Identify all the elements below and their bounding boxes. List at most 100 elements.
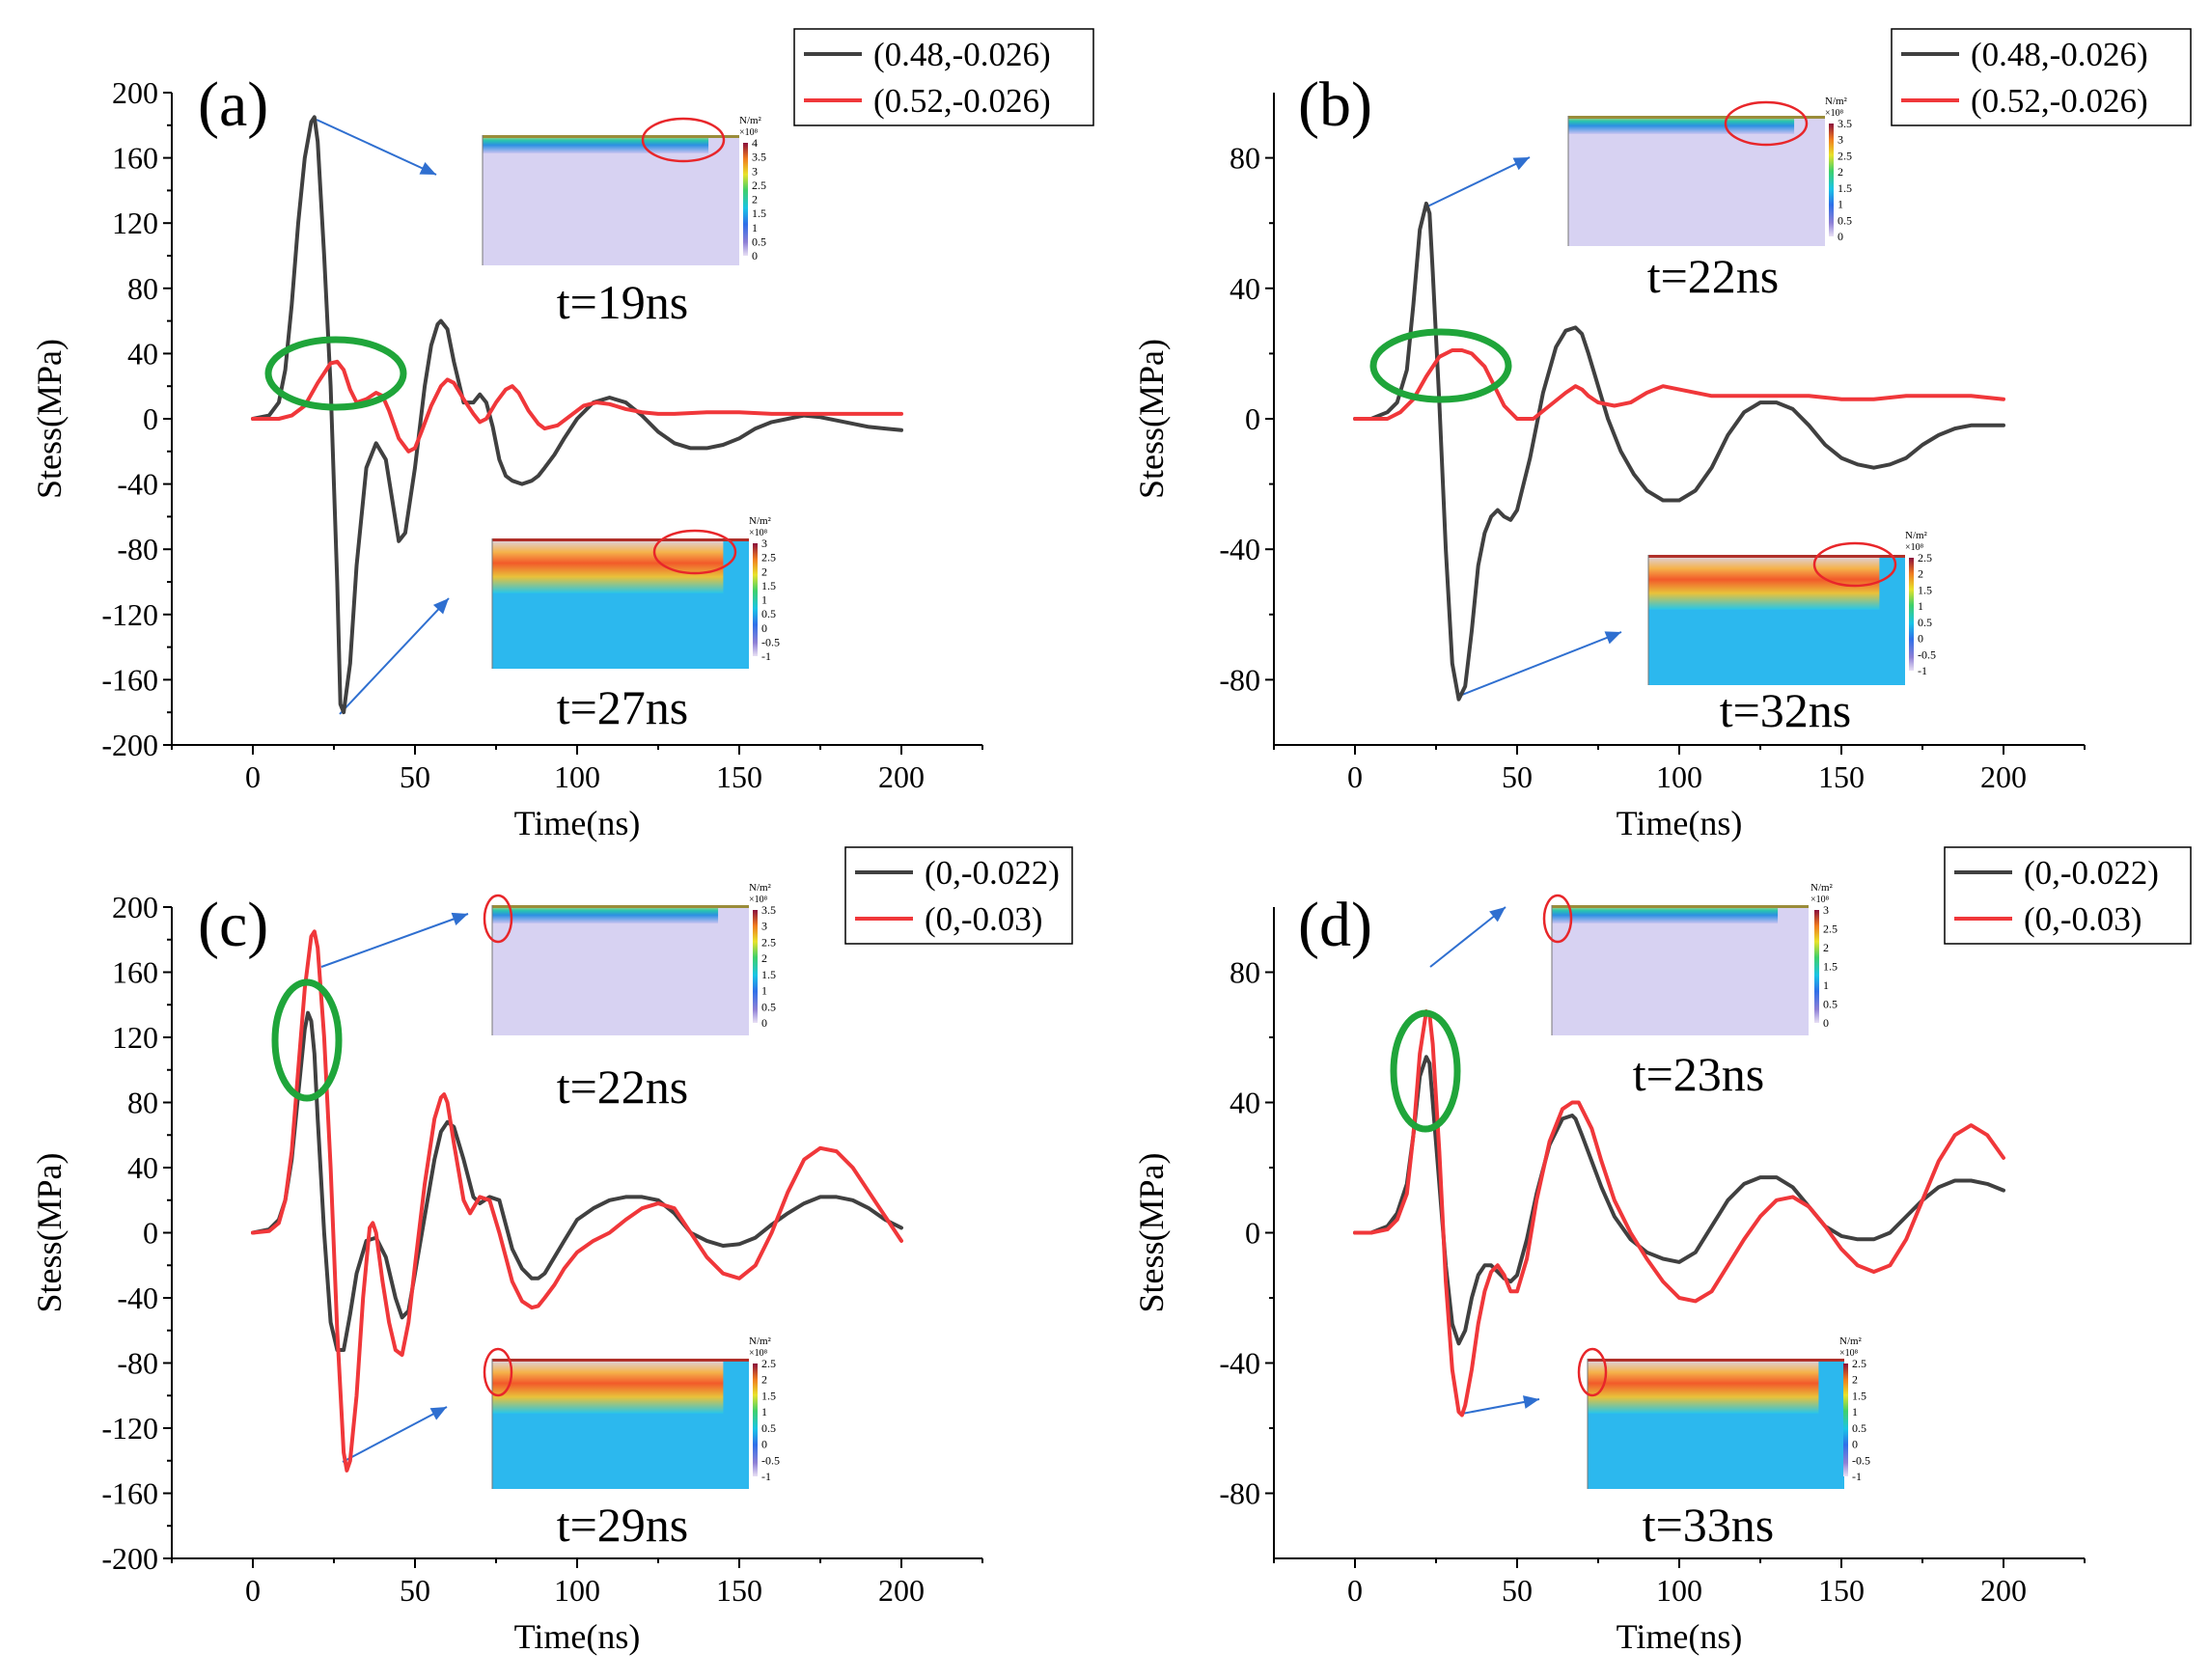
y-tick-label: 40 [1230,1086,1260,1120]
colorbar-tick-label: 2 [1852,1373,1858,1387]
legend-box [793,28,1094,126]
colorbar-tick-label: 1.5 [761,1389,776,1402]
colorbar-unit: N/m² [1810,882,1834,894]
x-tick-label: 100 [554,1573,600,1608]
inset-time-label: t=32ns [1720,683,1852,737]
contour-edge [483,135,739,138]
y-tick-label: 40 [1230,271,1260,306]
y-tick-label: 200 [112,75,158,110]
y-tick-label: -40 [1219,1346,1260,1381]
y-tick-label: -80 [117,1346,158,1381]
colorbar-tick-label: 0 [1918,632,1923,646]
x-tick-label: 150 [1818,1573,1865,1608]
legend-label: (0,-0.03) [925,900,1042,938]
x-tick-label: 0 [1347,1573,1363,1608]
highlight-ellipse [1390,1009,1461,1133]
panel-label: (c) [198,890,268,960]
x-tick-label: 100 [1656,759,1702,794]
x-tick-label: 200 [1980,1573,2027,1608]
highlight-ellipse [264,336,407,411]
y-tick-label: -40 [117,1281,158,1315]
x-tick-label: 50 [1502,759,1533,794]
colorbar-tick-label: 1.5 [1838,181,1852,195]
x-tick-label: 0 [1347,759,1363,794]
series-line-2 [251,929,903,1473]
colorbar-tick-label: 1 [1852,1405,1858,1418]
colorbar-tick-label: 2.5 [761,1357,776,1370]
legend: (0,-0.022) (0,-0.03) [1944,846,2192,945]
colorbar-tick-label: 0.5 [761,1421,776,1435]
inset-time-label: t=22ns [1647,249,1780,303]
pointer-arrow [339,597,450,715]
y-tick-label: 120 [112,1020,158,1055]
pointer-arrowhead [432,598,449,615]
colorbar-unit: N/m² [1825,96,1848,107]
y-axis-title: Stess(MPa) [1132,339,1171,499]
y-tick-label: -80 [1219,662,1260,697]
contour-edge [492,538,749,541]
colorbar-tick-label: 2.5 [1918,551,1932,565]
colorbar-tick-label: 3.5 [761,903,776,917]
contour-field [483,135,739,265]
pointer-arrowhead [419,161,436,175]
y-tick-label: 0 [143,401,158,436]
colorbar-tick-label: 2 [1918,567,1923,581]
x-tick-label: 50 [1502,1573,1533,1608]
x-tick-label: 0 [245,1573,261,1608]
colorbar-tick-label: 3 [761,537,767,550]
colorbar [753,910,758,1023]
inset-time-label: t=33ns [1643,1498,1775,1552]
contour-edge [1552,905,1809,908]
inset-time-label: t=29ns [557,1498,689,1552]
series-line-2 [251,359,903,454]
colorbar-tick-label: -1 [761,1470,771,1483]
colorbar-tick-label: 1.5 [1823,960,1838,974]
contour-edge [1568,116,1825,119]
pointer-arrowhead [451,912,468,926]
legend: (0,-0.022) (0,-0.03) [844,846,1073,945]
y-tick-label: -200 [101,1541,158,1576]
contour-field [492,905,749,1035]
colorbar-tick-label: -0.5 [761,1453,780,1467]
contour-edge [1648,555,1905,558]
colorbar-scale: ×10⁸ [1839,1348,1859,1359]
colorbar-tick-label: 1.5 [761,968,776,981]
inset-time-label: t=27ns [557,680,689,734]
contour-band [492,1359,724,1414]
highlight-ring [1724,100,1809,147]
colorbar-unit: N/m² [739,115,762,126]
y-tick-label: -40 [1219,532,1260,566]
y-tick-label: -160 [101,662,158,697]
y-tick-label: 80 [127,1086,158,1120]
colorbar-tick-label: 0 [1838,230,1843,243]
x-tick-label: 100 [1656,1573,1702,1608]
colorbar-tick-label: -0.5 [1918,647,1936,661]
y-axis-title: Stess(MPa) [30,339,69,499]
y-tick-label: 160 [112,141,158,176]
x-axis-title: Time(ns) [1617,804,1743,842]
legend-label: (0,-0.03) [2024,900,2142,938]
colorbar-tick-label: 4 [752,136,758,150]
colorbar-tick-label: 2.5 [761,551,776,565]
y-tick-label: 40 [127,336,158,371]
panel-label: (b) [1298,69,1372,140]
colorbar-tick-label: 1.5 [752,207,766,220]
highlight-ring [1577,1347,1608,1397]
highlight-ring [1812,541,1897,588]
x-tick-label: 200 [878,759,925,794]
y-tick-label: -80 [1219,1476,1260,1511]
colorbar-tick-label: 2.5 [1852,1357,1866,1370]
inset-time-label: t=19ns [557,275,689,329]
colorbar-tick-label: 0.5 [1823,998,1838,1011]
colorbar-scale: ×10⁸ [1825,108,1844,119]
panel-label: (d) [1298,890,1372,960]
pointer-arrow [316,119,437,176]
colorbar-unit: N/m² [749,515,772,527]
series-line-2 [1353,348,2005,421]
